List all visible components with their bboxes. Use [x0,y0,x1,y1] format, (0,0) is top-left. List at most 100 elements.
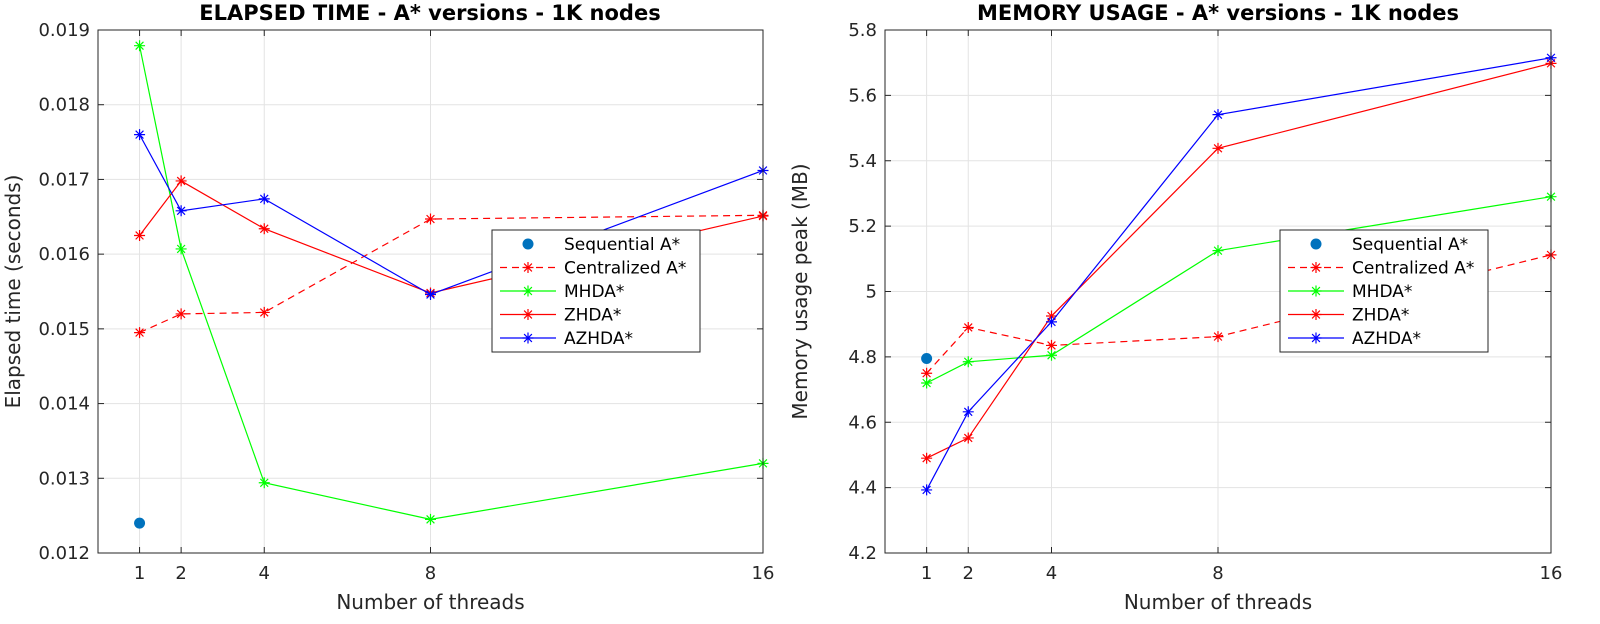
legend: Sequential A* Centralized A* MHDA* ZHDA* AZH… [1279,229,1489,353]
y-tick-label: 0.019 [38,20,90,41]
data-point [962,432,974,444]
data-point [258,223,270,235]
legend-marker [1310,262,1322,273]
y-tick-label: 0.015 [38,319,90,340]
data-point [1212,245,1224,257]
y-tick-label: 5 [866,282,877,303]
data-point [175,175,187,187]
data-point [175,308,187,320]
legend-label: MHDA* [1352,282,1412,302]
x-tick-label: 16 [1540,563,1563,584]
x-tick-label: 4 [259,563,270,584]
legend-item: AZHDA* [500,329,633,349]
y-tick-label: 0.018 [38,95,90,116]
data-point [1046,316,1057,328]
legend-label: Sequential A* [1352,235,1468,255]
data-point [921,452,933,464]
data-point [1212,142,1224,154]
data-point [962,321,974,333]
data-point [425,288,436,300]
legend-item: MHDA* [500,282,624,302]
y-tick-label: 4.4 [848,478,877,499]
x-axis-label: Number of threads [1124,590,1312,614]
x-tick-label: 4 [1046,563,1057,584]
legend-marker [522,262,534,273]
data-point [1046,339,1057,351]
y-tick-label: 0.014 [38,394,90,415]
data-point [962,356,974,368]
x-tick-label: 8 [425,563,436,584]
series-zhda-star [921,57,1557,464]
legend-label: ZHDA* [564,306,621,326]
data-point [921,484,933,496]
data-point [258,193,270,205]
data-point [175,205,187,217]
data-point [425,513,436,525]
legend: Sequential A* Centralized A* MHDA* ZHDA* AZH… [491,229,701,353]
legend-marker [1310,332,1322,344]
x-tick-label: 16 [752,563,775,584]
data-point [1212,109,1224,121]
data-point [921,353,933,365]
y-tick-label: 0.016 [38,244,90,265]
data-point [1212,331,1224,343]
legend-item: Centralized A* [1288,259,1474,279]
legend-item: ZHDA* [1288,306,1409,326]
data-point [134,327,146,339]
y-tick-label: 4.8 [848,347,877,368]
data-point [134,229,146,241]
chart-title: MEMORY USAGE - A* versions - 1K nodes [977,1,1459,25]
y-tick-label: 0.017 [38,169,90,190]
legend-marker [1310,285,1322,297]
data-point [921,367,933,379]
legend-marker [522,238,534,250]
data-point [921,377,933,389]
data-point [425,213,436,225]
legend-label: AZHDA* [1352,329,1421,349]
legend-item: Sequential A* [522,235,680,255]
y-tick-label: 0.013 [38,468,90,489]
data-point [1046,310,1057,322]
data-point [175,243,187,255]
series-sequential-a-star [921,353,933,365]
data-point [258,477,270,489]
legend-marker [522,285,534,297]
y-tick-label: 0.012 [38,543,90,564]
series-sequential-a-star [134,517,146,529]
legend-item: MHDA* [1288,282,1412,302]
legend-item: AZHDA* [1288,329,1421,349]
legend-marker [522,309,534,320]
y-tick-label: 4.2 [848,543,877,564]
legend-label: Centralized A* [1352,259,1474,279]
data-point [134,129,146,141]
legend-item: Centralized A* [500,259,686,279]
memory-usage-chart: 1 2 4 8 16 4.2 4.4 4.6 4.8 5 5.2 5.4 5.6 5.8 MEMORY US… [788,1,1562,614]
data-point [134,517,146,529]
legend-marker [522,332,534,344]
data-point [962,406,974,418]
y-tick-label: 5.8 [848,20,877,41]
data-point [1046,349,1057,361]
x-tick-label: 1 [921,563,932,584]
legend-item: ZHDA* [500,306,621,326]
legend-label: MHDA* [564,282,624,302]
elapsed-time-chart: 1 2 4 8 16 0.012 0.013 0.014 0.015 0.016 0.017 0.01… [1,1,774,614]
legend-marker [1310,238,1322,250]
y-tick-label: 4.6 [848,412,877,433]
x-tick-label: 2 [963,563,974,584]
legend-label: Centralized A* [564,259,686,279]
x-tick-label: 8 [1212,563,1223,584]
y-tick-label: 5.2 [848,216,877,237]
data-point [134,40,146,52]
y-tick-label: 5.4 [848,151,877,172]
x-axis-label: Number of threads [336,590,524,614]
legend-label: ZHDA* [1352,306,1409,326]
legend-label: Sequential A* [564,235,680,255]
legend-marker [1310,309,1322,320]
data-point [258,306,270,318]
legend-label: AZHDA* [564,329,633,349]
x-tick-label: 1 [134,563,145,584]
series-line [139,214,764,334]
x-tick-label: 2 [175,563,186,584]
